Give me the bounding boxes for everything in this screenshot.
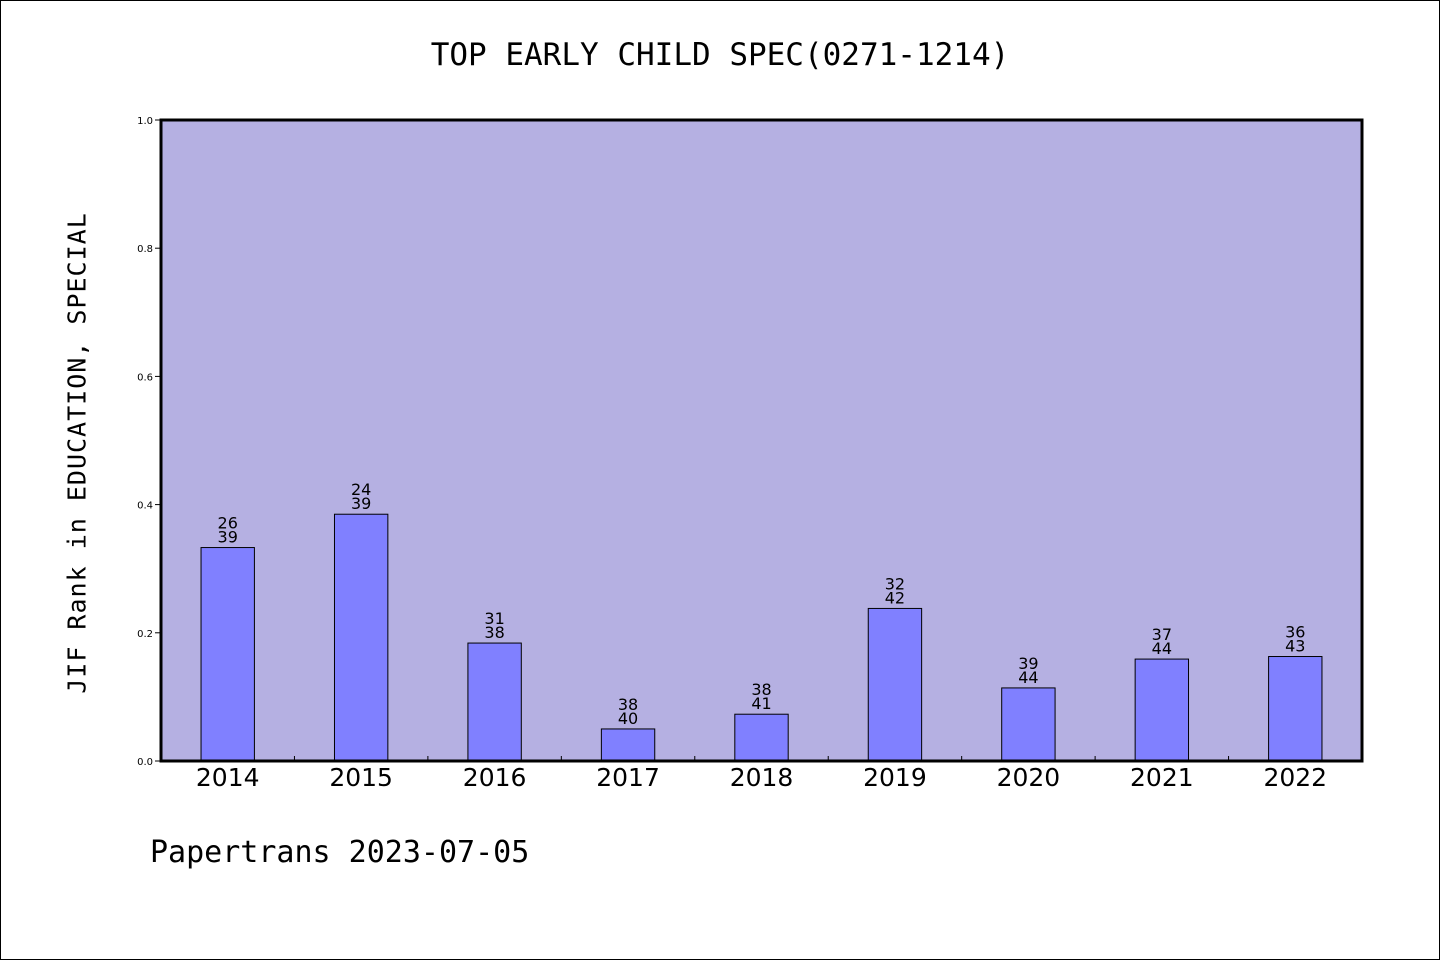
bar	[734, 713, 789, 762]
x-tick-label: 2014	[196, 763, 260, 792]
bar	[1001, 687, 1056, 762]
plot-frame	[159, 118, 1364, 763]
x-tick-label: 2020	[997, 763, 1061, 792]
chart-title: TOP EARLY CHILD SPEC(0271-1214)	[430, 37, 1010, 73]
bar-total-label: 40	[618, 709, 638, 728]
x-tick-label: 2019	[863, 763, 927, 792]
bar-total-label: 38	[484, 623, 504, 642]
x-tick-label: 2017	[596, 763, 660, 792]
bar	[600, 728, 656, 762]
bar-total-label: 39	[218, 528, 238, 547]
bar-rank-label: 31	[484, 609, 504, 628]
y-tick-label: 0.0	[137, 757, 153, 768]
x-tick-label: 2018	[730, 763, 794, 792]
x-axis: 2014 2015 2016 2017 2018 2019 2020 2021 2022	[196, 756, 1327, 792]
bar-rank-label: 39	[1018, 654, 1038, 673]
bar-rank-label: 37	[1152, 625, 1172, 644]
bar	[333, 513, 389, 762]
bar-total-label: 42	[885, 588, 905, 607]
y-tick-label: 1.0	[137, 116, 153, 127]
bar-total-label: 41	[751, 694, 771, 713]
bar-rank-label: 26	[218, 514, 238, 533]
x-tick-label: 2021	[1130, 763, 1194, 792]
bar-rank-label: 36	[1285, 623, 1305, 642]
bar-total-label: 44	[1018, 668, 1038, 687]
bar-total-label: 39	[351, 494, 371, 513]
x-tick-label: 2015	[329, 763, 393, 792]
y-axis: 0.0 0.2 0.4 0.6 0.8 1.0	[137, 116, 161, 768]
x-tick-label: 2022	[1263, 763, 1327, 792]
bar-rank-label: 38	[751, 680, 771, 699]
bar	[1134, 658, 1190, 762]
y-tick-label: 0.4	[137, 501, 153, 512]
bar-total-label: 44	[1152, 639, 1172, 658]
bar	[200, 547, 255, 762]
bar-rank-label: 38	[618, 695, 638, 714]
bar	[867, 607, 923, 762]
footer-text: Papertrans 2023-07-05	[150, 835, 530, 870]
bar-rank-label: 32	[885, 574, 905, 593]
x-tick-label: 2016	[463, 763, 527, 792]
bar-total-label: 43	[1285, 637, 1305, 656]
bar	[467, 642, 522, 762]
y-tick-label: 0.2	[137, 629, 153, 640]
bar-rank-label: 24	[351, 480, 371, 499]
y-tick-label: 0.6	[137, 372, 153, 383]
bar	[1268, 656, 1323, 762]
y-tick-label: 0.8	[137, 244, 153, 255]
